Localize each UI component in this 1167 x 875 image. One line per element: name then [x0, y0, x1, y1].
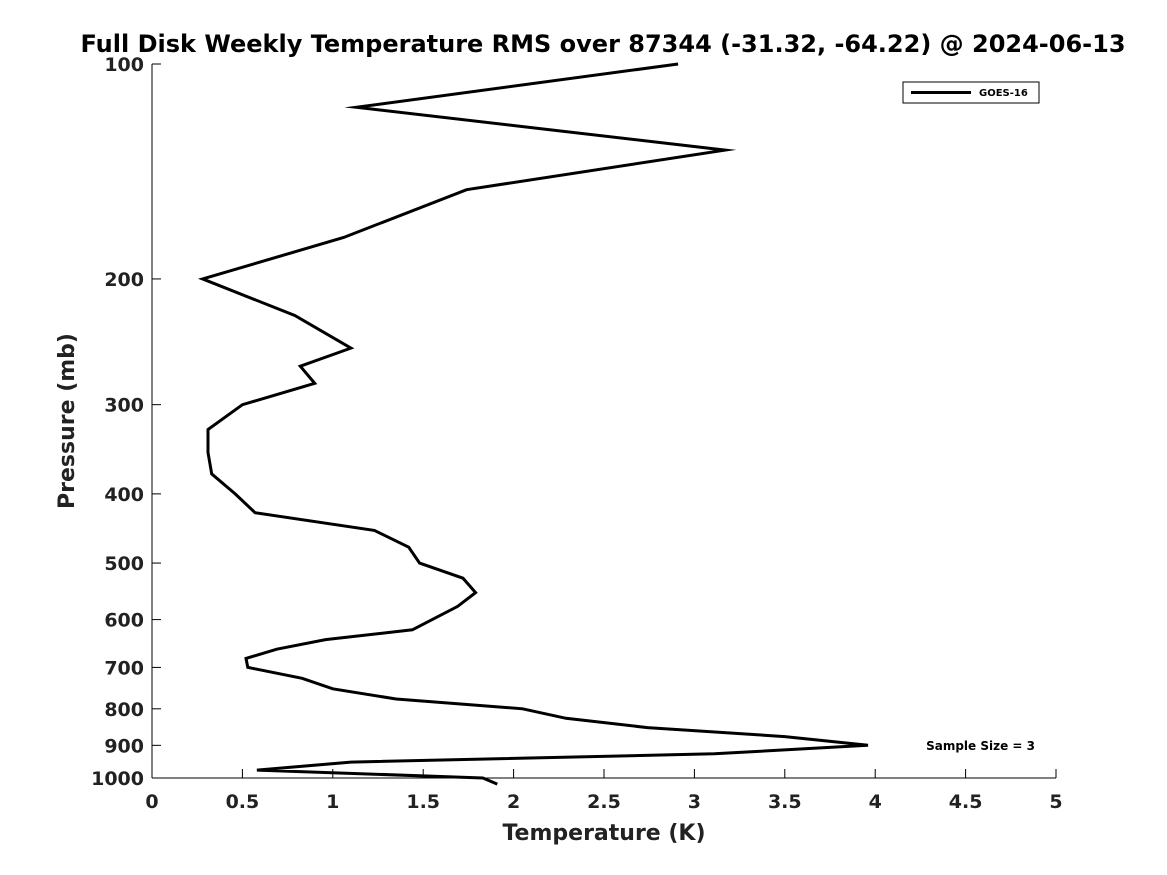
x-tick-label: 2.5: [587, 791, 621, 813]
x-tick-label: 1: [326, 791, 339, 813]
x-tick-label: 2: [507, 791, 520, 813]
x-tick-label: 1.5: [406, 791, 440, 813]
x-axis-label: Temperature (K): [502, 821, 705, 846]
y-tick-label: 900: [104, 735, 144, 757]
x-tick-label: 0.5: [226, 791, 260, 813]
x-tick-label: 4: [869, 791, 882, 813]
legend: GOES-16: [902, 81, 1040, 104]
x-axis: 0 0.5 1 1.5 2 2.5 3 3.5 4 4.5 5: [145, 769, 1063, 813]
x-tick-label: 3.5: [768, 791, 802, 813]
y-tick-label: 600: [104, 610, 144, 632]
y-tick-label: 700: [104, 657, 144, 679]
y-tick-label: 300: [104, 395, 144, 417]
x-tick-label: 4.5: [949, 791, 983, 813]
plot-area: 0 0.5 1 1.5 2 2.5 3 3.5 4 4.5 5 100 200 300 400 500 600…: [91, 54, 1063, 813]
y-tick-label: 500: [104, 553, 144, 575]
legend-label-goes-16: GOES-16: [979, 88, 1028, 99]
y-tick-label: 1000: [91, 768, 144, 790]
series-line-goes-16: [197, 62, 869, 786]
sample-size-annotation: Sample Size = 3: [926, 739, 1035, 753]
y-tick-label: 100: [104, 54, 144, 76]
y-tick-label: 200: [104, 269, 144, 291]
y-tick-label: 800: [104, 699, 144, 721]
x-tick-label: 0: [145, 791, 158, 813]
x-tick-label: 5: [1049, 791, 1062, 813]
y-axis-label: Pressure (mb): [55, 333, 80, 509]
y-axis: 100 200 300 400 500 600 700 800 900 1000: [91, 54, 161, 790]
y-tick-label: 400: [104, 484, 144, 506]
series-layer: [197, 62, 869, 786]
x-tick-label: 3: [688, 791, 701, 813]
chart-title: Full Disk Weekly Temperature RMS over 87…: [80, 30, 1125, 58]
